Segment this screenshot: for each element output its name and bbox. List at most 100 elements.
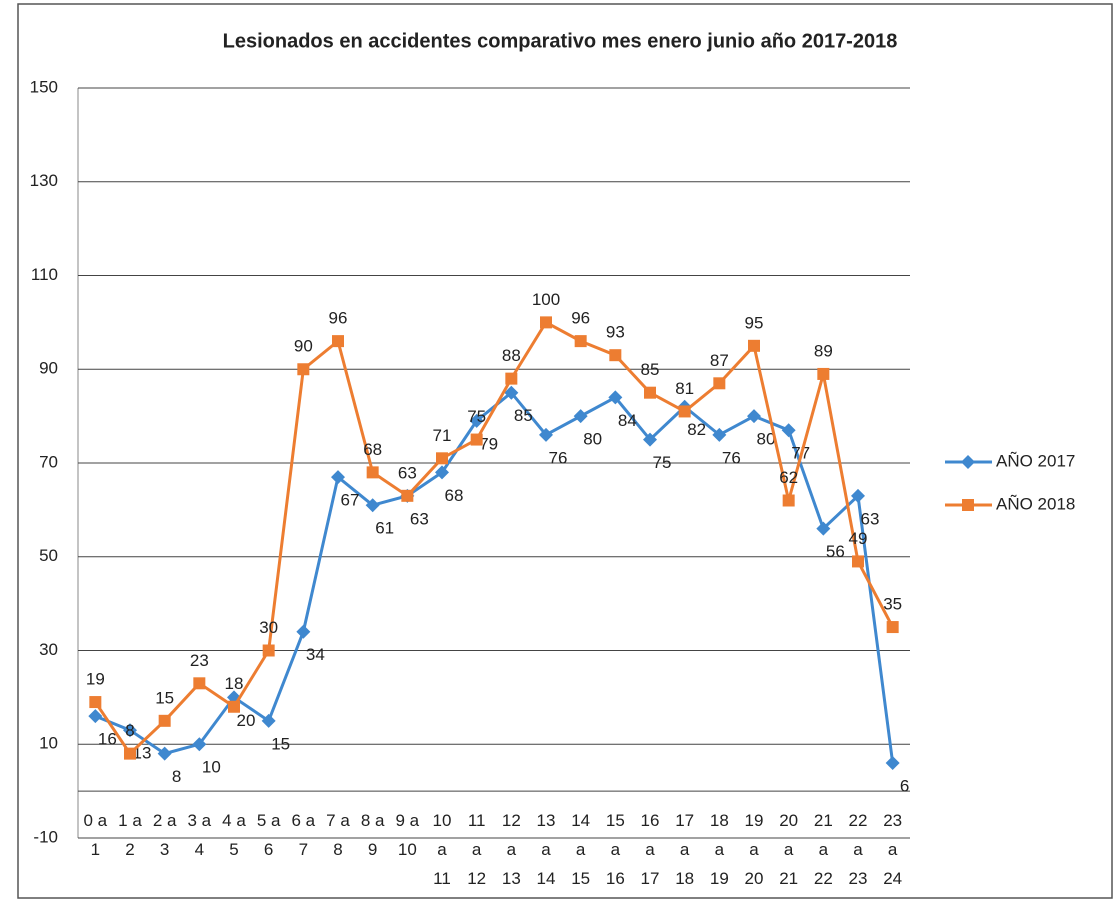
y-tick-label: 30: [39, 640, 58, 659]
point: [747, 409, 761, 424]
data-label: 75: [467, 407, 486, 426]
data-label: 89: [814, 341, 833, 360]
point: [504, 385, 519, 400]
legend-marker: [961, 455, 975, 469]
y-tick-label: 150: [30, 77, 58, 96]
point: [470, 433, 483, 446]
data-label: 56: [826, 542, 845, 561]
point: [401, 489, 414, 502]
x-tick-label: 19 a 20: [745, 811, 764, 888]
data-label: 100: [532, 290, 560, 309]
point: [643, 432, 657, 447]
data-label: 85: [641, 360, 660, 379]
data-label: 81: [675, 379, 694, 398]
data-label: 15: [271, 734, 290, 753]
data-label: 68: [363, 440, 382, 459]
point: [539, 427, 553, 442]
data-label: 16: [98, 730, 117, 749]
x-tick-label: 12 a 13: [502, 811, 521, 888]
point: [88, 709, 103, 724]
point: [886, 621, 899, 634]
point: [817, 367, 830, 380]
data-label: 67: [341, 491, 360, 510]
point: [261, 713, 276, 728]
x-tick-label: 22 a 23: [849, 811, 868, 888]
x-tick-label: 14 a 15: [571, 811, 590, 888]
point: [435, 465, 449, 480]
data-label: 90: [294, 337, 313, 356]
data-label: 19: [86, 670, 105, 689]
data-label: 8: [125, 721, 134, 740]
x-tick-label: 17 a 18: [675, 811, 694, 888]
data-label: 76: [549, 448, 568, 467]
data-label: 79: [479, 434, 498, 453]
point: [366, 466, 379, 479]
y-tick-label: -10: [33, 827, 58, 846]
point: [124, 747, 136, 760]
data-label: 63: [861, 509, 880, 528]
data-label: 35: [883, 595, 902, 614]
data-label: 87: [710, 351, 729, 370]
point: [228, 700, 240, 713]
data-label: 95: [745, 313, 764, 332]
data-label: 15: [155, 688, 174, 707]
x-tick-label: 23 a 24: [883, 811, 902, 888]
x-tick-label: 10 a 11: [433, 811, 452, 888]
data-label: 6: [900, 776, 909, 795]
point: [436, 452, 448, 465]
data-label: 76: [722, 448, 741, 467]
data-label: 8: [172, 767, 181, 786]
point: [782, 494, 795, 507]
series-line: [94, 320, 894, 756]
point: [781, 423, 796, 438]
point: [192, 737, 207, 752]
point: [678, 405, 691, 418]
y-tick-label: 90: [39, 359, 58, 378]
point: [885, 756, 900, 770]
x-tick-label: 15 a 16: [606, 811, 625, 888]
point: [713, 377, 726, 390]
legend-label: AÑO 2018: [996, 494, 1075, 513]
point: [262, 644, 275, 657]
data-label: 18: [225, 674, 244, 693]
data-label: 80: [583, 430, 602, 449]
point: [158, 714, 171, 727]
point: [331, 470, 345, 485]
y-tick-label: 10: [39, 734, 58, 753]
data-label: 10: [202, 758, 221, 777]
data-label: 49: [849, 529, 868, 548]
data-label: 84: [618, 411, 637, 430]
x-tick-label: 20 a 21: [779, 811, 798, 888]
y-tick-label: 130: [30, 171, 58, 190]
data-label: 75: [653, 453, 672, 472]
data-label: 63: [410, 509, 429, 528]
x-tick-label: 18 a 19: [710, 811, 729, 888]
y-tick-label: 50: [39, 546, 58, 565]
point: [816, 521, 831, 536]
data-label: 93: [606, 323, 625, 342]
point: [123, 723, 137, 738]
data-label: 61: [375, 519, 394, 538]
point: [365, 498, 380, 513]
data-label: 88: [502, 346, 521, 365]
data-label: 68: [445, 486, 464, 505]
point: [574, 335, 587, 348]
data-label: 63: [398, 463, 417, 482]
point: [540, 316, 552, 329]
x-tick-label: 13 a 14: [537, 811, 556, 888]
x-tick-label: 9 a 10: [396, 811, 420, 859]
point: [89, 696, 102, 709]
x-tick-label: 16 a 17: [641, 811, 660, 888]
data-label: 62: [779, 468, 798, 487]
point: [296, 624, 311, 639]
chart-title: Lesionados en accidentes comparativo mes…: [223, 30, 898, 52]
point: [469, 413, 484, 428]
